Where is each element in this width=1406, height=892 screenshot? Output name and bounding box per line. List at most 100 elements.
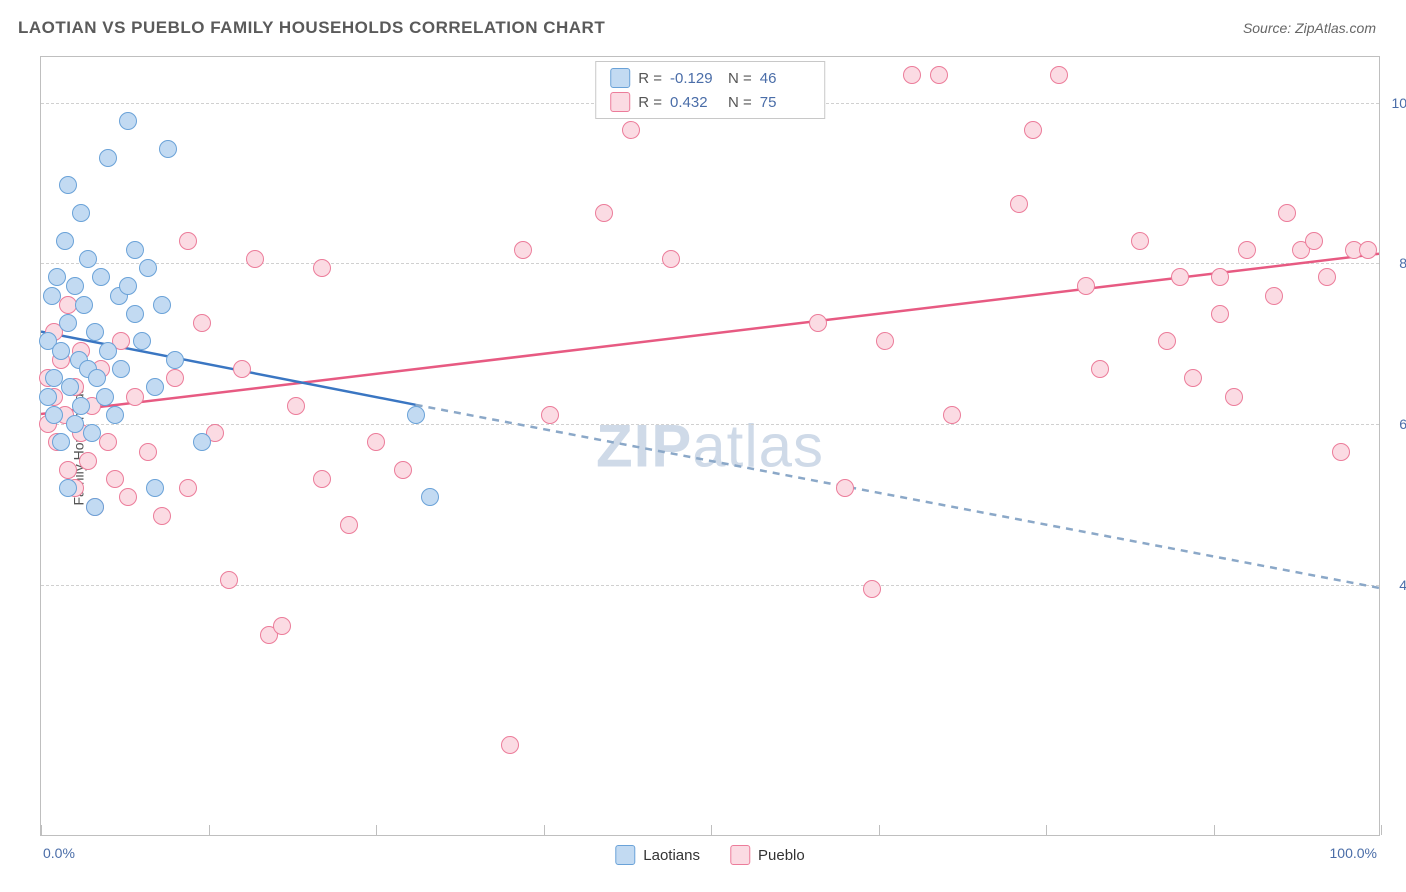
data-point-laotians	[139, 259, 157, 277]
data-point-pueblo	[514, 241, 532, 259]
data-point-pueblo	[622, 121, 640, 139]
data-point-laotians	[88, 369, 106, 387]
data-point-pueblo	[166, 369, 184, 387]
chart-title: LAOTIAN VS PUEBLO FAMILY HOUSEHOLDS CORR…	[18, 18, 605, 38]
data-point-pueblo	[139, 443, 157, 461]
data-point-laotians	[39, 388, 57, 406]
legend-item-pueblo: Pueblo	[730, 845, 805, 865]
data-point-pueblo	[367, 433, 385, 451]
data-point-laotians	[153, 296, 171, 314]
data-point-pueblo	[863, 580, 881, 598]
y-tick-label: 82.5%	[1399, 255, 1406, 271]
data-point-pueblo	[595, 204, 613, 222]
x-tick-mark	[41, 825, 42, 835]
data-point-pueblo	[220, 571, 238, 589]
x-tick-mark	[376, 825, 377, 835]
data-point-pueblo	[1305, 232, 1323, 250]
data-point-laotians	[126, 241, 144, 259]
data-point-laotians	[421, 488, 439, 506]
data-point-pueblo	[1024, 121, 1042, 139]
x-tick-mark	[1046, 825, 1047, 835]
data-point-laotians	[106, 406, 124, 424]
data-point-laotians	[61, 378, 79, 396]
data-point-laotians	[59, 314, 77, 332]
data-point-pueblo	[246, 250, 264, 268]
x-tick-mark	[544, 825, 545, 835]
data-point-laotians	[99, 149, 117, 167]
legend-swatch-laotians	[610, 68, 630, 88]
data-point-pueblo	[930, 66, 948, 84]
data-point-pueblo	[1332, 443, 1350, 461]
data-point-laotians	[92, 268, 110, 286]
data-point-pueblo	[1265, 287, 1283, 305]
data-point-pueblo	[1171, 268, 1189, 286]
x-axis-min-label: 0.0%	[43, 845, 75, 861]
data-point-laotians	[86, 323, 104, 341]
data-point-laotians	[72, 204, 90, 222]
data-point-pueblo	[1211, 305, 1229, 323]
y-tick-label: 47.5%	[1399, 577, 1406, 593]
data-point-pueblo	[153, 507, 171, 525]
data-point-laotians	[75, 296, 93, 314]
data-point-pueblo	[394, 461, 412, 479]
x-tick-mark	[1381, 825, 1382, 835]
data-point-pueblo	[809, 314, 827, 332]
gridline	[41, 263, 1379, 264]
data-point-laotians	[146, 378, 164, 396]
data-point-pueblo	[541, 406, 559, 424]
data-point-pueblo	[1050, 66, 1068, 84]
data-point-pueblo	[99, 433, 117, 451]
data-point-pueblo	[1278, 204, 1296, 222]
legend-swatch-pueblo-bottom	[730, 845, 750, 865]
data-point-pueblo	[313, 470, 331, 488]
scatter-chart: ZIPatlas Family Households 47.5%65.0%82.…	[40, 56, 1380, 836]
data-point-laotians	[52, 342, 70, 360]
x-tick-mark	[711, 825, 712, 835]
data-point-pueblo	[1131, 232, 1149, 250]
data-point-laotians	[45, 406, 63, 424]
data-point-pueblo	[233, 360, 251, 378]
data-point-pueblo	[1091, 360, 1109, 378]
data-point-laotians	[112, 360, 130, 378]
data-point-laotians	[119, 112, 137, 130]
y-tick-label: 65.0%	[1399, 416, 1406, 432]
data-point-laotians	[119, 277, 137, 295]
data-point-laotians	[146, 479, 164, 497]
legend-swatch-laotians-bottom	[615, 845, 635, 865]
data-point-pueblo	[106, 470, 124, 488]
data-point-pueblo	[1238, 241, 1256, 259]
legend-item-laotians: Laotians	[615, 845, 700, 865]
data-point-pueblo	[313, 259, 331, 277]
data-point-pueblo	[126, 388, 144, 406]
data-point-laotians	[79, 250, 97, 268]
y-tick-label: 100.0%	[1392, 95, 1406, 111]
data-point-laotians	[159, 140, 177, 158]
data-point-pueblo	[1359, 241, 1377, 259]
data-point-pueblo	[1318, 268, 1336, 286]
data-point-pueblo	[903, 66, 921, 84]
data-point-laotians	[59, 479, 77, 497]
data-point-pueblo	[340, 516, 358, 534]
data-point-laotians	[83, 424, 101, 442]
data-point-laotians	[66, 277, 84, 295]
data-point-laotians	[66, 415, 84, 433]
data-point-pueblo	[1225, 388, 1243, 406]
data-point-laotians	[56, 232, 74, 250]
data-point-laotians	[166, 351, 184, 369]
watermark-logo: ZIPatlas	[596, 412, 824, 481]
data-point-laotians	[96, 388, 114, 406]
correlation-legend: R = -0.129 N = 46 R = 0.432 N = 75	[595, 61, 825, 119]
source-attribution: Source: ZipAtlas.com	[1243, 20, 1376, 36]
data-point-pueblo	[1184, 369, 1202, 387]
data-point-laotians	[133, 332, 151, 350]
data-point-pueblo	[273, 617, 291, 635]
data-point-laotians	[126, 305, 144, 323]
data-point-pueblo	[287, 397, 305, 415]
data-point-pueblo	[59, 461, 77, 479]
data-point-laotians	[59, 176, 77, 194]
data-point-pueblo	[501, 736, 519, 754]
data-point-pueblo	[1010, 195, 1028, 213]
gridline	[41, 585, 1379, 586]
data-point-pueblo	[193, 314, 211, 332]
legend-swatch-pueblo	[610, 92, 630, 112]
